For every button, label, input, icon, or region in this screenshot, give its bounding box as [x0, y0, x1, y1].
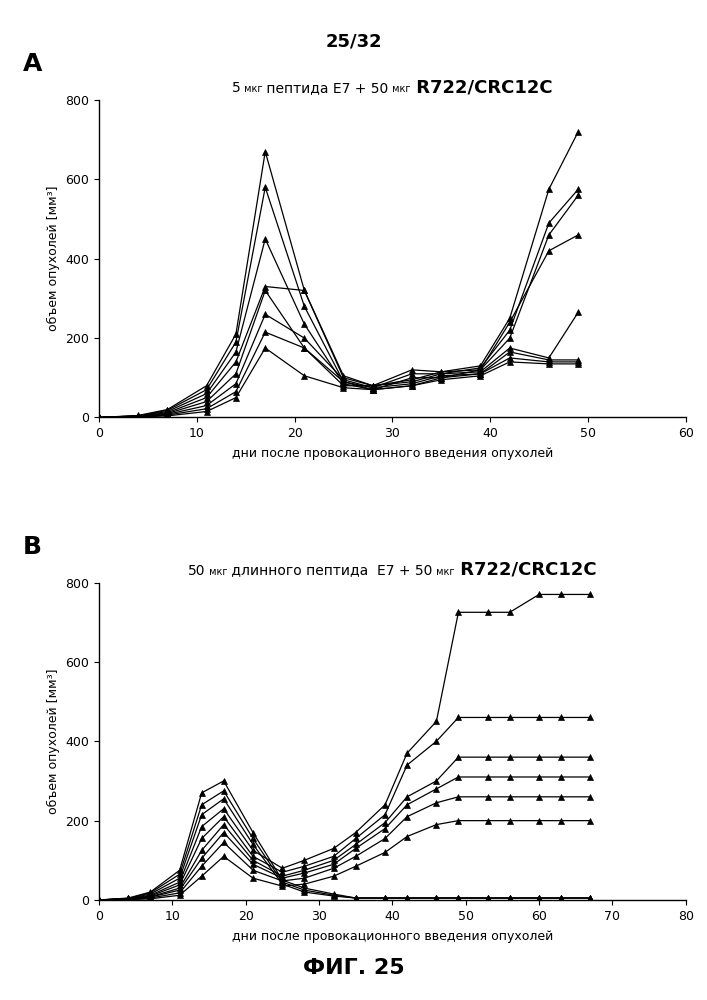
Y-axis label: объем опухолей [мм³]: объем опухолей [мм³] — [47, 669, 59, 814]
Text: B: B — [23, 535, 42, 559]
Text: ФИГ. 25: ФИГ. 25 — [303, 958, 404, 978]
Y-axis label: объем опухолей [мм³]: объем опухолей [мм³] — [47, 186, 59, 331]
Text: мкг: мкг — [389, 84, 410, 94]
Text: 5: 5 — [232, 81, 241, 95]
Text: мкг: мкг — [241, 84, 262, 94]
Text: мкг: мкг — [206, 567, 227, 577]
Text: мкг: мкг — [433, 567, 454, 577]
Text: R722/CRC12C: R722/CRC12C — [410, 78, 553, 96]
Text: A: A — [23, 52, 42, 76]
Text: 50: 50 — [188, 564, 206, 578]
X-axis label: дни после провокационного введения опухолей: дни после провокационного введения опухо… — [232, 447, 553, 460]
Text: 25/32: 25/32 — [325, 32, 382, 50]
X-axis label: дни после провокационного введения опухолей: дни после провокационного введения опухо… — [232, 930, 553, 943]
Text: длинного пептида  E7 + 50: длинного пептида E7 + 50 — [227, 564, 433, 578]
Text: пептида E7 + 50: пептида E7 + 50 — [262, 81, 389, 95]
Text: R722/CRC12C: R722/CRC12C — [454, 561, 597, 579]
